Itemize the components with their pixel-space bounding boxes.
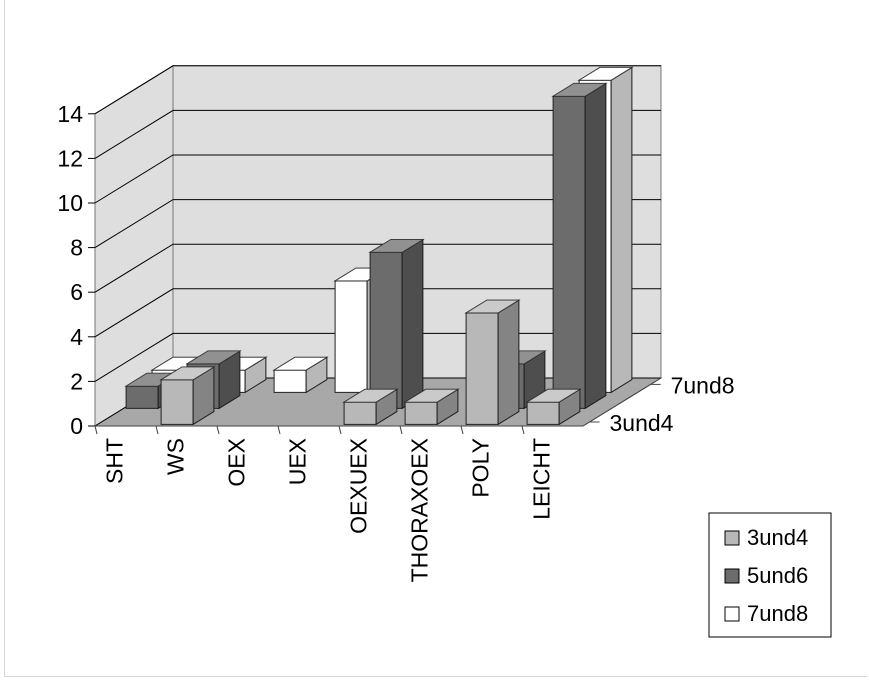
bar-top-face — [464, 299, 521, 314]
bar-top-highlight — [344, 389, 397, 403]
bar-top-face — [368, 239, 425, 253]
y-tick-label: 10 — [57, 190, 83, 216]
bar-side-shade — [498, 300, 519, 425]
bar — [551, 82, 608, 410]
x-axis-categories: SHT WS OEX UEX OEXUEX THORAXOEX POLY LEICHT — [94, 425, 583, 582]
x-tick-mark — [399, 425, 403, 435]
gridline — [94, 65, 661, 115]
bar-side-shade — [306, 357, 327, 393]
bar-front-face — [465, 312, 499, 425]
legend-swatch — [724, 606, 740, 622]
legend-swatch — [724, 530, 740, 546]
bar-top-highlight — [579, 67, 632, 81]
bar-top-highlight — [405, 389, 458, 403]
y-tick-label: 2 — [70, 368, 83, 394]
bar-front-face — [526, 401, 560, 425]
bar-front-face — [552, 95, 586, 409]
bar-side-shade — [585, 83, 606, 409]
category-label: WS — [163, 438, 189, 475]
bar-front-face — [369, 251, 403, 409]
gridline — [94, 288, 661, 338]
bar-top-highlight — [466, 300, 519, 313]
x-tick-mark — [155, 425, 159, 435]
bar-top-face — [403, 388, 460, 403]
x-tick-mark — [277, 425, 281, 435]
bar-front-face — [125, 385, 159, 409]
bar-top-face — [342, 388, 399, 403]
bar-top-highlight — [187, 351, 240, 364]
category-label: UEX — [285, 438, 311, 485]
bar-top-face — [525, 388, 582, 403]
bar-top-highlight — [553, 83, 606, 97]
category-label: OEXUEX — [346, 438, 372, 534]
depth-label: 7und8 — [671, 372, 735, 398]
x-tick-mark — [94, 425, 98, 435]
bar-side-shade — [245, 357, 266, 393]
depth-axis-line — [582, 377, 662, 427]
y-tick-label: 0 — [70, 413, 83, 439]
bar — [525, 388, 582, 426]
y-tick-label: 4 — [70, 324, 83, 350]
y-tick-label: 12 — [57, 145, 83, 171]
bar-top-highlight — [527, 389, 580, 403]
category-label: LEICHT — [529, 438, 555, 520]
y-tick-label: 6 — [70, 279, 83, 305]
x-tick-mark — [338, 425, 342, 435]
x-tick-mark — [216, 425, 220, 435]
legend: 3und4 5und6 7und8 — [708, 512, 832, 638]
bar-top-highlight — [274, 357, 327, 371]
bar — [368, 238, 425, 410]
x-tick-mark — [460, 425, 464, 435]
bar-side-shade — [219, 351, 240, 409]
bar — [159, 366, 216, 426]
bar-side-shade — [611, 67, 632, 393]
bar-top-face — [272, 356, 329, 371]
bars — [124, 66, 634, 426]
bar-side-shade — [559, 389, 580, 425]
legend-swatch — [724, 568, 740, 584]
bar-side-shade — [376, 389, 397, 425]
bar-top-highlight — [161, 367, 214, 380]
bar-front-face — [343, 401, 377, 425]
y-tick-label: 14 — [57, 101, 83, 127]
gridline — [94, 154, 661, 204]
legend-label: 7und8 — [747, 601, 808, 626]
bar-top-highlight — [370, 239, 423, 253]
x-tick-mark — [521, 425, 525, 435]
bar-front-face — [404, 401, 438, 425]
bar-side-shade — [437, 389, 458, 425]
bar-top-face — [551, 82, 608, 97]
bar-top-face — [185, 350, 242, 365]
category-label: OEX — [224, 438, 250, 487]
category-label: POLY — [468, 438, 494, 498]
legend-label: 3und4 — [747, 525, 808, 550]
bar-front-face — [273, 369, 307, 393]
bar-top-face — [159, 366, 216, 381]
gridlines — [94, 65, 661, 427]
bar-top-face — [577, 66, 634, 81]
bar-side-shade — [402, 239, 423, 409]
bar-front-face — [160, 379, 194, 425]
bar — [403, 388, 460, 426]
depth-label: 3und4 — [610, 410, 674, 436]
category-label: THORAXOEX — [407, 438, 433, 582]
legend-label: 5und6 — [747, 563, 808, 588]
gridline — [94, 243, 661, 293]
bar — [464, 299, 521, 426]
gridline — [94, 109, 661, 159]
bar — [272, 356, 329, 394]
bar-front-face — [334, 280, 368, 393]
y-axis-ticks: 0 2 4 6 8 10 12 14 — [57, 101, 95, 439]
bar-side-shade — [193, 367, 214, 425]
bar — [342, 388, 399, 426]
y-tick-label: 8 — [70, 235, 83, 261]
depth-axis-labels: 3und4 7und8 — [582, 372, 735, 436]
category-label: SHT — [102, 438, 128, 484]
gridline — [94, 199, 661, 249]
